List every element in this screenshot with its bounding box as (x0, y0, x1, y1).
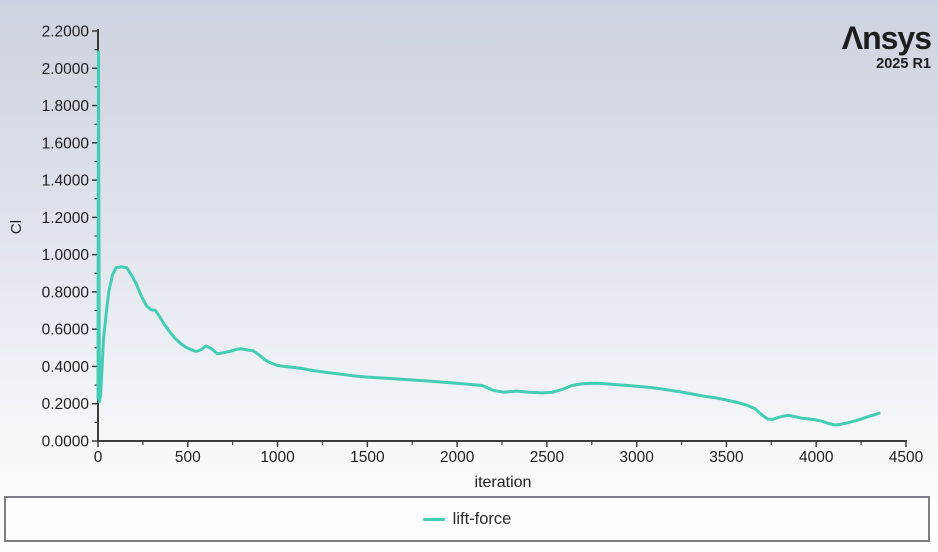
y-tick-label: 0.4000 (42, 359, 90, 376)
lift-force-curve (96, 50, 881, 427)
y-tick-label: 2.0000 (42, 61, 90, 78)
x-tick-label: 500 (175, 449, 201, 466)
lift-force-line-swatch (422, 517, 445, 521)
y-tick-label: 0.2000 (42, 396, 90, 413)
y-tick-label: 1.0000 (42, 247, 90, 264)
legend-box: lift-force (4, 496, 930, 542)
x-tick-label: 3000 (619, 449, 654, 466)
y-tick-label: 1.4000 (42, 173, 90, 190)
y-tick-label: 2.2000 (42, 24, 90, 41)
ansys-logo-text: Λnsys (841, 20, 932, 56)
x-tick-label: 4500 (889, 449, 924, 466)
y-tick-label: 1.8000 (42, 98, 90, 115)
x-tick-label: 0 (94, 449, 103, 466)
x-tick-label: 1000 (260, 449, 295, 466)
x-axis-title: iteration (474, 474, 532, 491)
y-axis-title: Cl (8, 219, 25, 235)
y-tick-label: 1.2000 (42, 210, 90, 227)
x-tick-label: 1500 (350, 449, 385, 466)
legend-label: lift-force (452, 509, 512, 528)
x-tick-label: 2000 (440, 449, 475, 466)
ansys-logo: Λnsys 2025 R1 (841, 20, 932, 72)
x-tick-label: 4000 (799, 449, 834, 466)
y-tick-label: 1.6000 (42, 135, 90, 152)
y-tick-label: 0.0000 (42, 434, 90, 451)
x-tick-label: 3500 (709, 449, 744, 466)
y-tick-label: 0.8000 (42, 284, 90, 301)
x-tick-label: 2500 (530, 449, 565, 466)
ansys-version-label: 2025 R1 (876, 56, 931, 72)
y-tick-label: 0.6000 (42, 322, 90, 339)
